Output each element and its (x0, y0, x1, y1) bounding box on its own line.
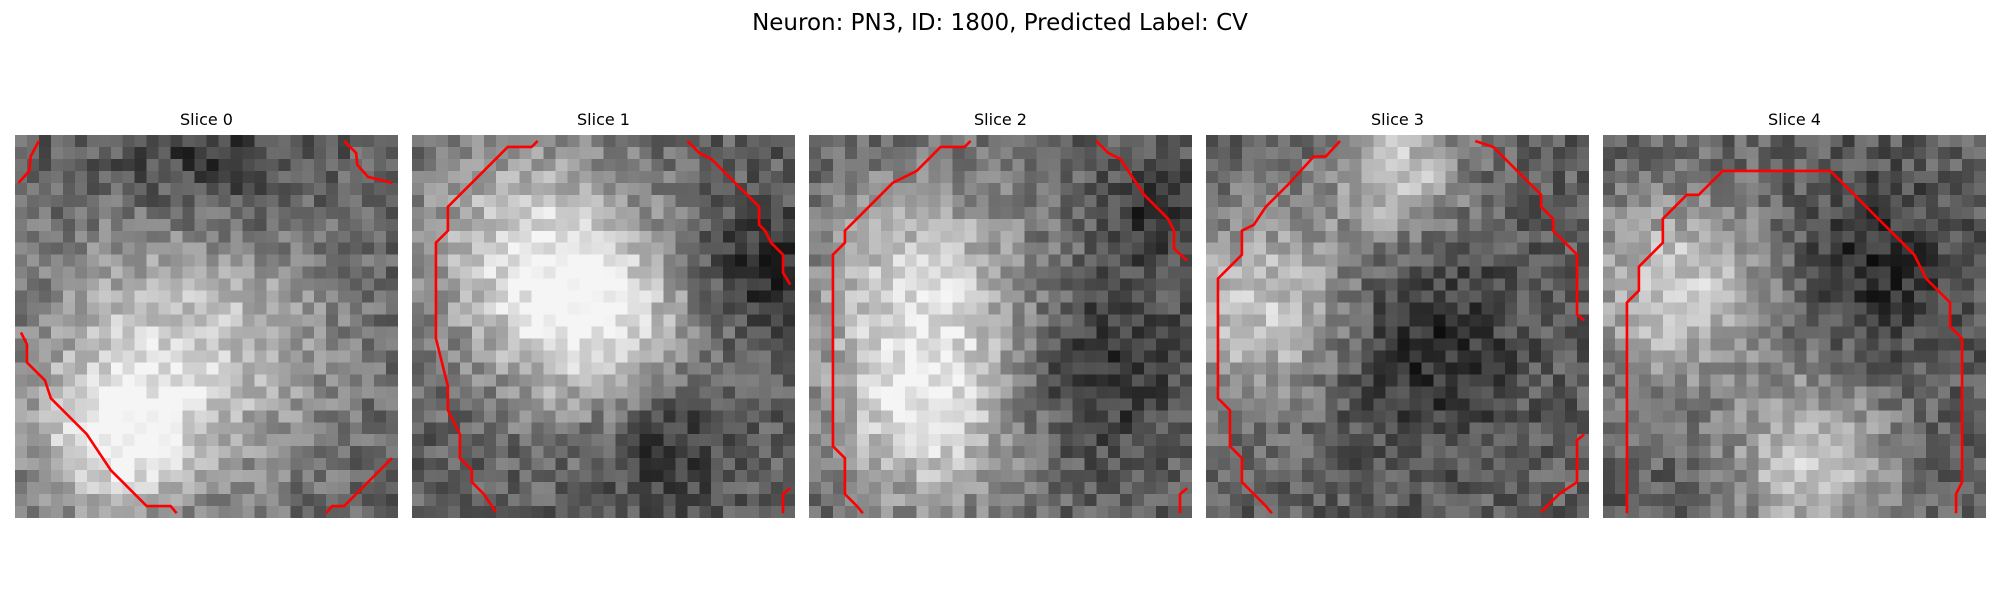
slice-image-0 (15, 135, 398, 518)
slice-title-0: Slice 0 (180, 110, 233, 129)
slice-image-4 (1603, 135, 1986, 518)
slice-panel-4: Slice 4 (1603, 110, 1986, 518)
contour-2a (831, 140, 972, 515)
slice-title-1: Slice 1 (577, 110, 630, 129)
contour-4a (1625, 169, 1964, 514)
slice-title-3: Slice 3 (1371, 110, 1424, 129)
slice-panel-0: Slice 0 (15, 110, 398, 518)
slice-title-2: Slice 2 (974, 110, 1027, 129)
slice-title-4: Slice 4 (1768, 110, 1821, 129)
slice-image-1 (412, 135, 795, 518)
contour-0b (343, 140, 393, 185)
contour-1b (686, 140, 792, 286)
figure-title: Neuron: PN3, ID: 1800, Predicted Label: … (752, 10, 1248, 36)
contour-1c (781, 487, 792, 514)
contour-1a (434, 140, 539, 513)
contour-3b (1474, 139, 1586, 322)
slice-image-2 (809, 135, 1192, 518)
contour-3c (1540, 433, 1586, 513)
contour-2c (1178, 487, 1189, 514)
contour-2b (1095, 140, 1189, 262)
slice-panel-1: Slice 1 (412, 110, 795, 518)
contour-0a (17, 140, 41, 184)
contour-0d (325, 457, 393, 515)
contour-3a (1216, 140, 1342, 515)
contour-0c (19, 331, 178, 515)
slice-panel-2: Slice 2 (809, 110, 1192, 518)
slice-image-3 (1206, 135, 1589, 518)
slice-panel-3: Slice 3 (1206, 110, 1589, 518)
